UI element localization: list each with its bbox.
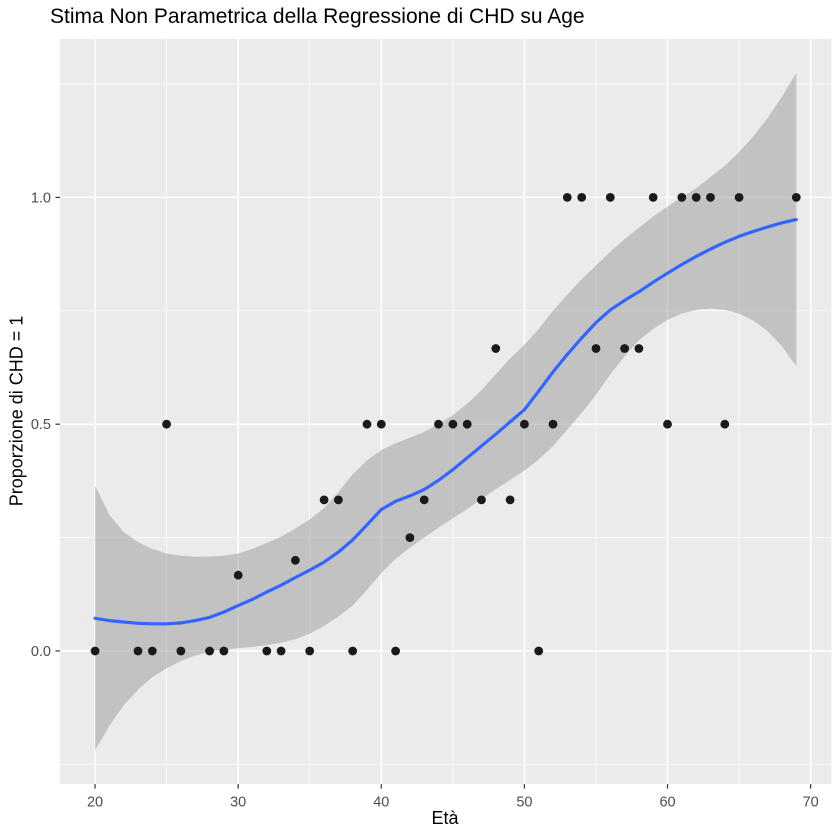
data-point	[734, 193, 744, 202]
data-point	[562, 193, 572, 202]
grid-minor	[60, 38, 832, 785]
data-point	[577, 193, 587, 202]
plot-panel	[60, 38, 832, 785]
data-point	[534, 646, 544, 656]
data-point	[334, 495, 343, 505]
data-point	[791, 193, 801, 202]
data-point	[620, 344, 629, 353]
data-point	[691, 193, 701, 202]
data-point	[491, 344, 501, 353]
x-tick-label: 70	[803, 795, 819, 811]
x-tick-label: 30	[230, 795, 246, 811]
plot-title: Stima Non Parametrica della Regressione …	[50, 5, 585, 28]
data-point	[477, 495, 486, 505]
data-point	[233, 570, 243, 580]
data-point	[462, 419, 472, 429]
data-point	[591, 344, 601, 353]
data-point	[391, 646, 400, 656]
data-point	[291, 555, 300, 565]
data-point	[520, 419, 529, 429]
y-tick-labels: 0.0 0.5 1.0	[31, 190, 51, 660]
axis-ticks	[55, 196, 812, 789]
data-point	[219, 646, 229, 656]
x-tick-label: 40	[373, 795, 389, 811]
data-point	[605, 193, 615, 202]
y-tick-label: 0.0	[31, 644, 51, 660]
data-point	[376, 419, 386, 429]
confidence-ribbon	[95, 72, 797, 751]
data-point	[548, 419, 558, 429]
data-point	[419, 495, 429, 505]
data-point	[348, 646, 358, 656]
data-point	[677, 193, 687, 202]
data-point	[319, 495, 329, 505]
x-tick-labels: 20 30 40 50 60 70	[87, 795, 819, 811]
y-axis-title: Proporzione di CHD = 1	[6, 315, 27, 507]
data-point	[162, 419, 172, 429]
data-point	[505, 495, 515, 505]
x-tick-label: 50	[516, 795, 532, 811]
smooth-line	[93, 218, 798, 626]
data-point	[147, 646, 157, 656]
data-point	[362, 419, 372, 429]
data-points	[90, 193, 801, 656]
data-point	[663, 419, 672, 429]
data-point	[176, 646, 186, 656]
data-point	[405, 533, 415, 542]
data-point	[262, 646, 272, 656]
data-point	[720, 419, 730, 429]
data-point	[634, 344, 644, 353]
y-tick-label: 0.5	[31, 417, 51, 433]
data-point	[205, 646, 215, 656]
data-point	[648, 193, 658, 202]
x-tick-label: 20	[87, 795, 103, 811]
x-axis-title: Età	[431, 808, 459, 828]
data-point	[448, 419, 458, 429]
data-point	[305, 646, 315, 656]
data-point	[133, 646, 143, 656]
x-tick-label: 60	[659, 795, 675, 811]
data-point	[434, 419, 443, 429]
data-point	[276, 646, 286, 656]
data-point	[706, 193, 715, 202]
data-point	[90, 646, 100, 656]
y-tick-label: 1.0	[31, 190, 51, 206]
